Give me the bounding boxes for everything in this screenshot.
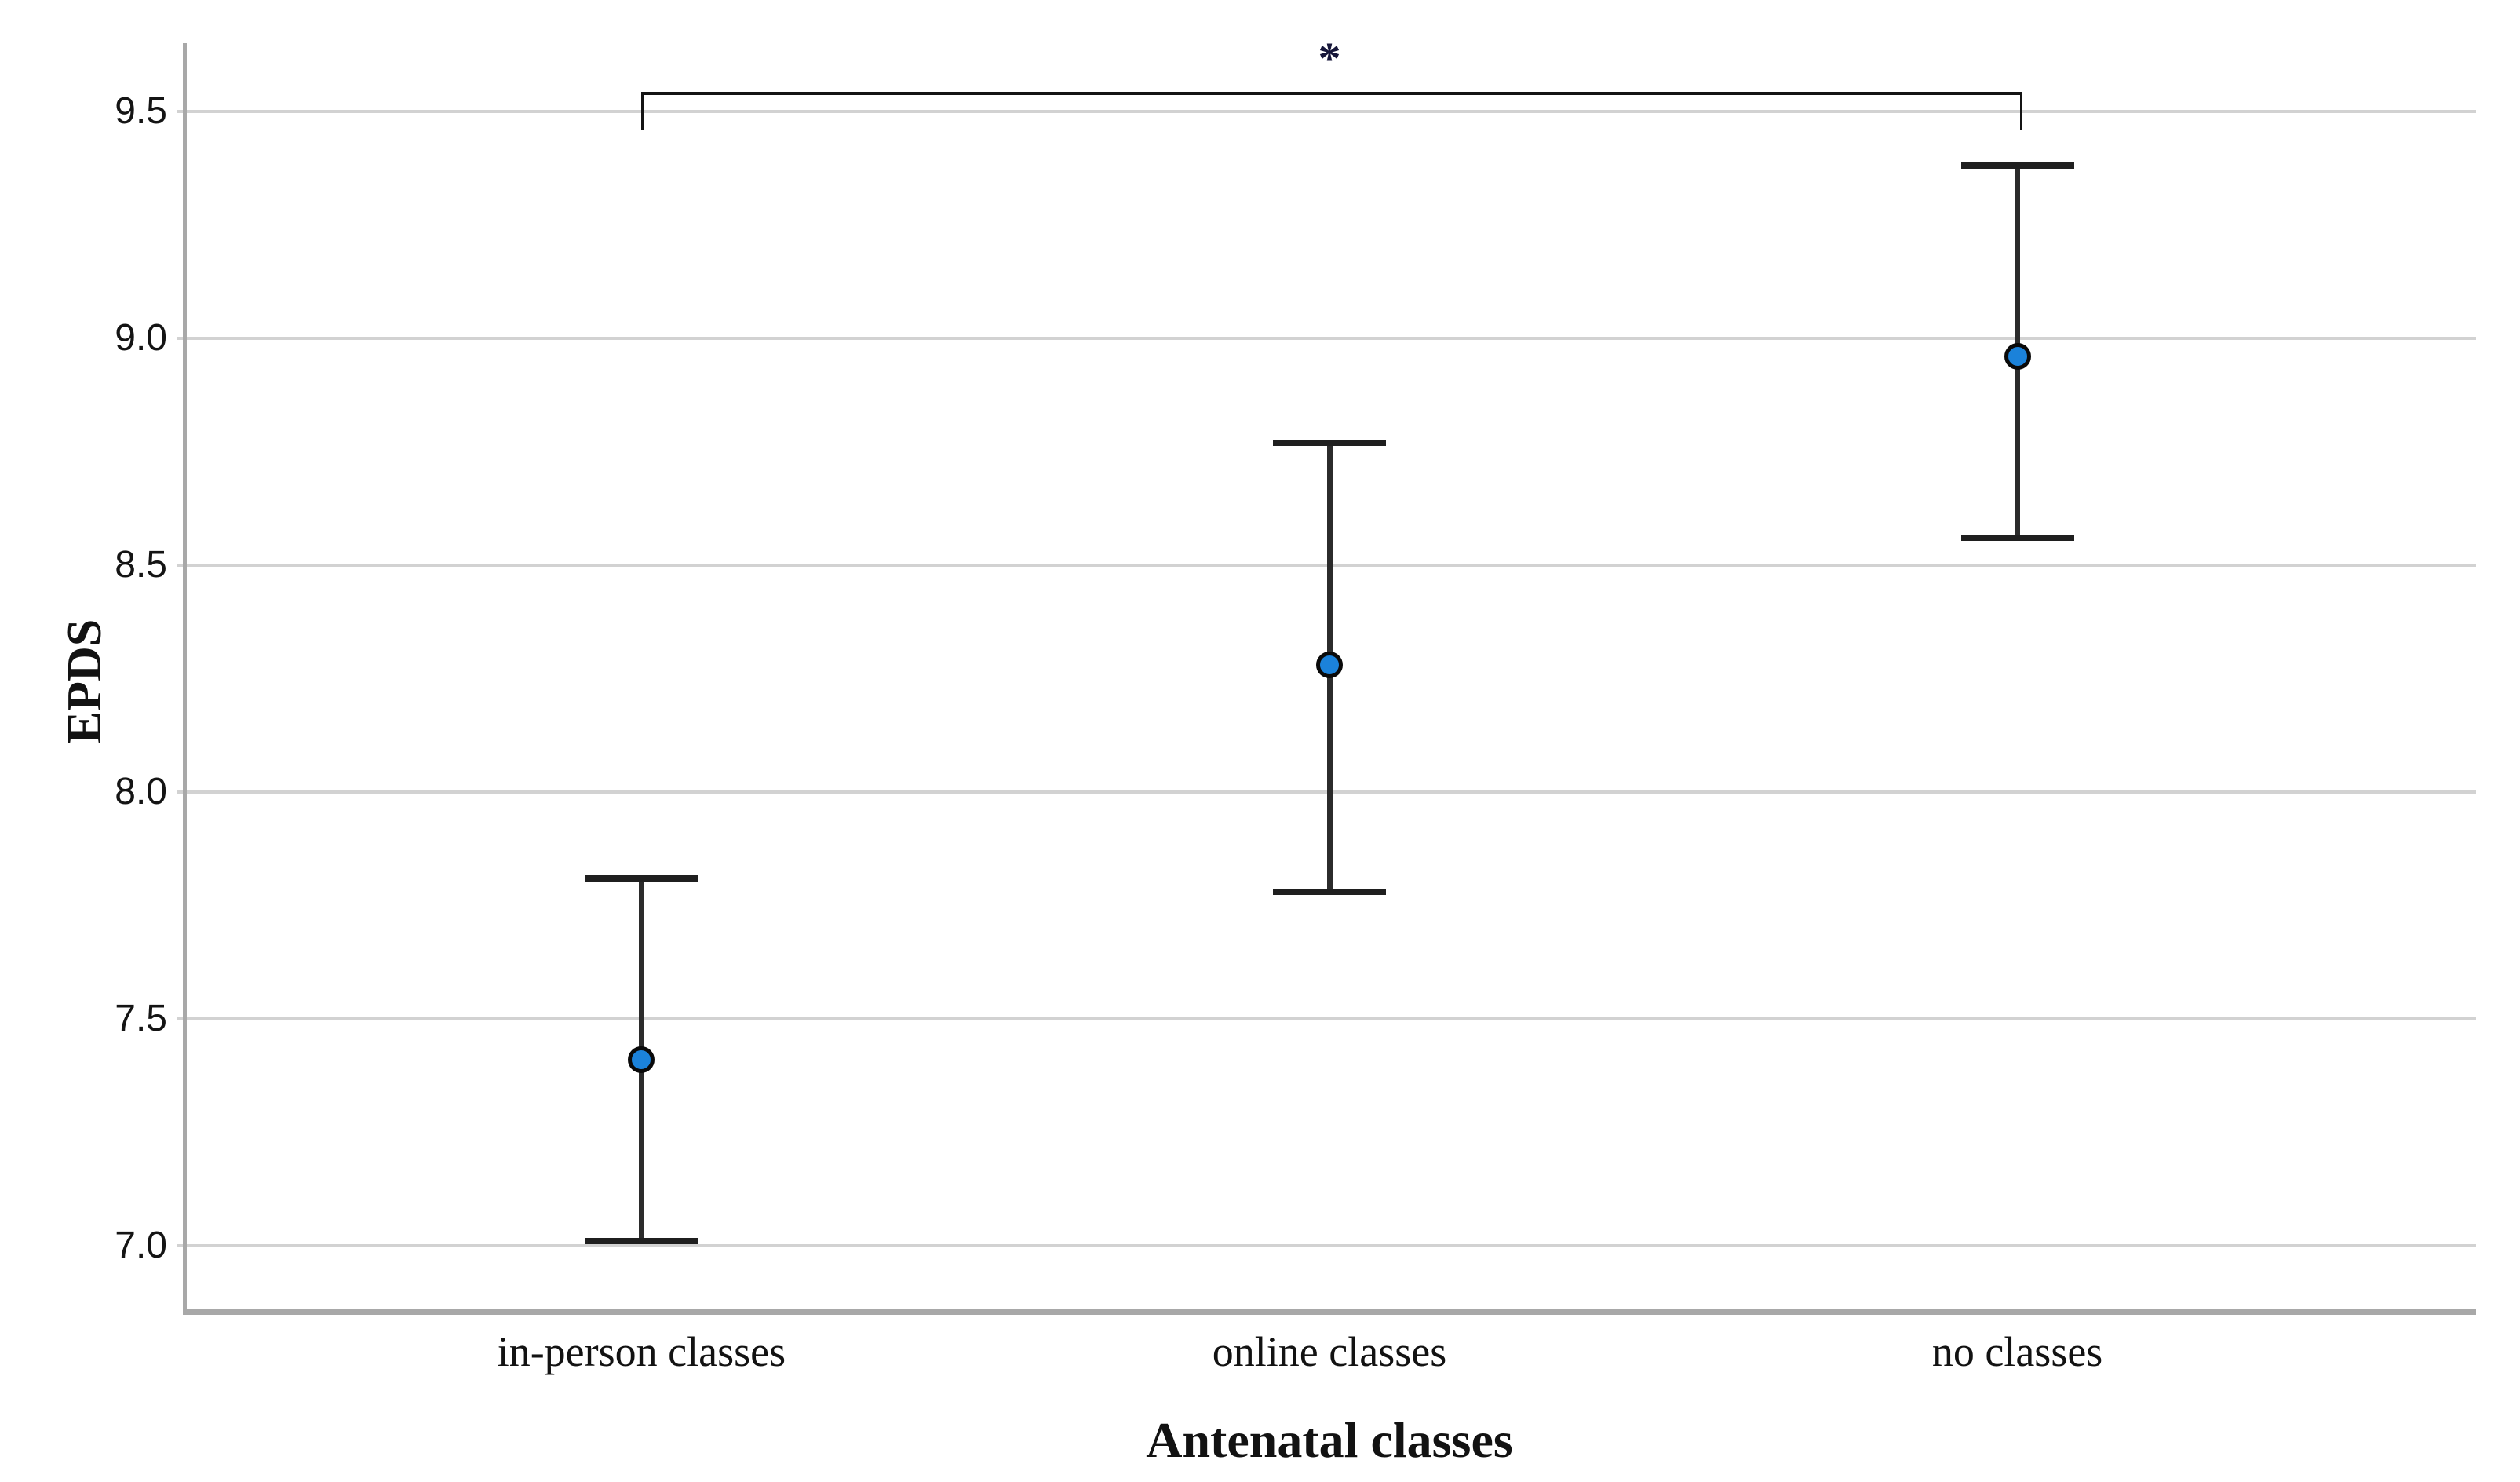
y-tick-label: 8.5	[115, 543, 167, 586]
gridline	[177, 1017, 2476, 1020]
significance-asterisk: *	[1318, 33, 1341, 84]
error-bar-cap-top	[585, 874, 698, 882]
mean-marker	[2004, 342, 2031, 370]
category-label: online classes	[1212, 1328, 1447, 1375]
y-tick-label: 9.5	[115, 89, 167, 132]
error-bar-cap-bottom	[585, 1238, 698, 1245]
gridline	[177, 336, 2476, 340]
error-bar-cap-top	[1960, 162, 2074, 170]
y-tick-label: 9.0	[115, 316, 167, 359]
x-axis-title: Antenatal classes	[1146, 1412, 1513, 1468]
y-tick-label: 7.0	[115, 1225, 167, 1267]
gridline	[177, 1244, 2476, 1248]
y-tick-label: 8.0	[115, 770, 167, 812]
x-axis-line	[183, 1309, 2476, 1315]
gridline	[177, 109, 2476, 113]
error-bar-cap-bottom	[1273, 889, 1386, 896]
category-label: in-person classes	[497, 1328, 786, 1375]
mean-marker	[628, 1046, 655, 1074]
error-bar-cap-top	[1273, 439, 1386, 446]
y-axis-line	[183, 43, 187, 1315]
significance-bracket	[641, 92, 2022, 130]
y-tick-label: 7.5	[115, 997, 167, 1039]
error-bar-cap-bottom	[1960, 535, 2074, 542]
category-label: no classes	[1931, 1328, 2103, 1375]
mean-marker	[1316, 652, 1343, 679]
